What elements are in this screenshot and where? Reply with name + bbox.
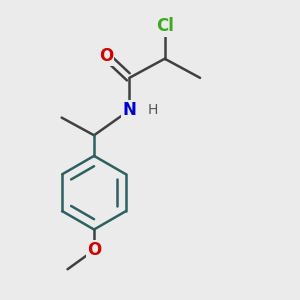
Text: N: N xyxy=(122,101,136,119)
Text: Cl: Cl xyxy=(156,17,174,35)
Text: H: H xyxy=(148,103,158,117)
Text: O: O xyxy=(87,241,101,259)
Text: O: O xyxy=(99,47,113,65)
